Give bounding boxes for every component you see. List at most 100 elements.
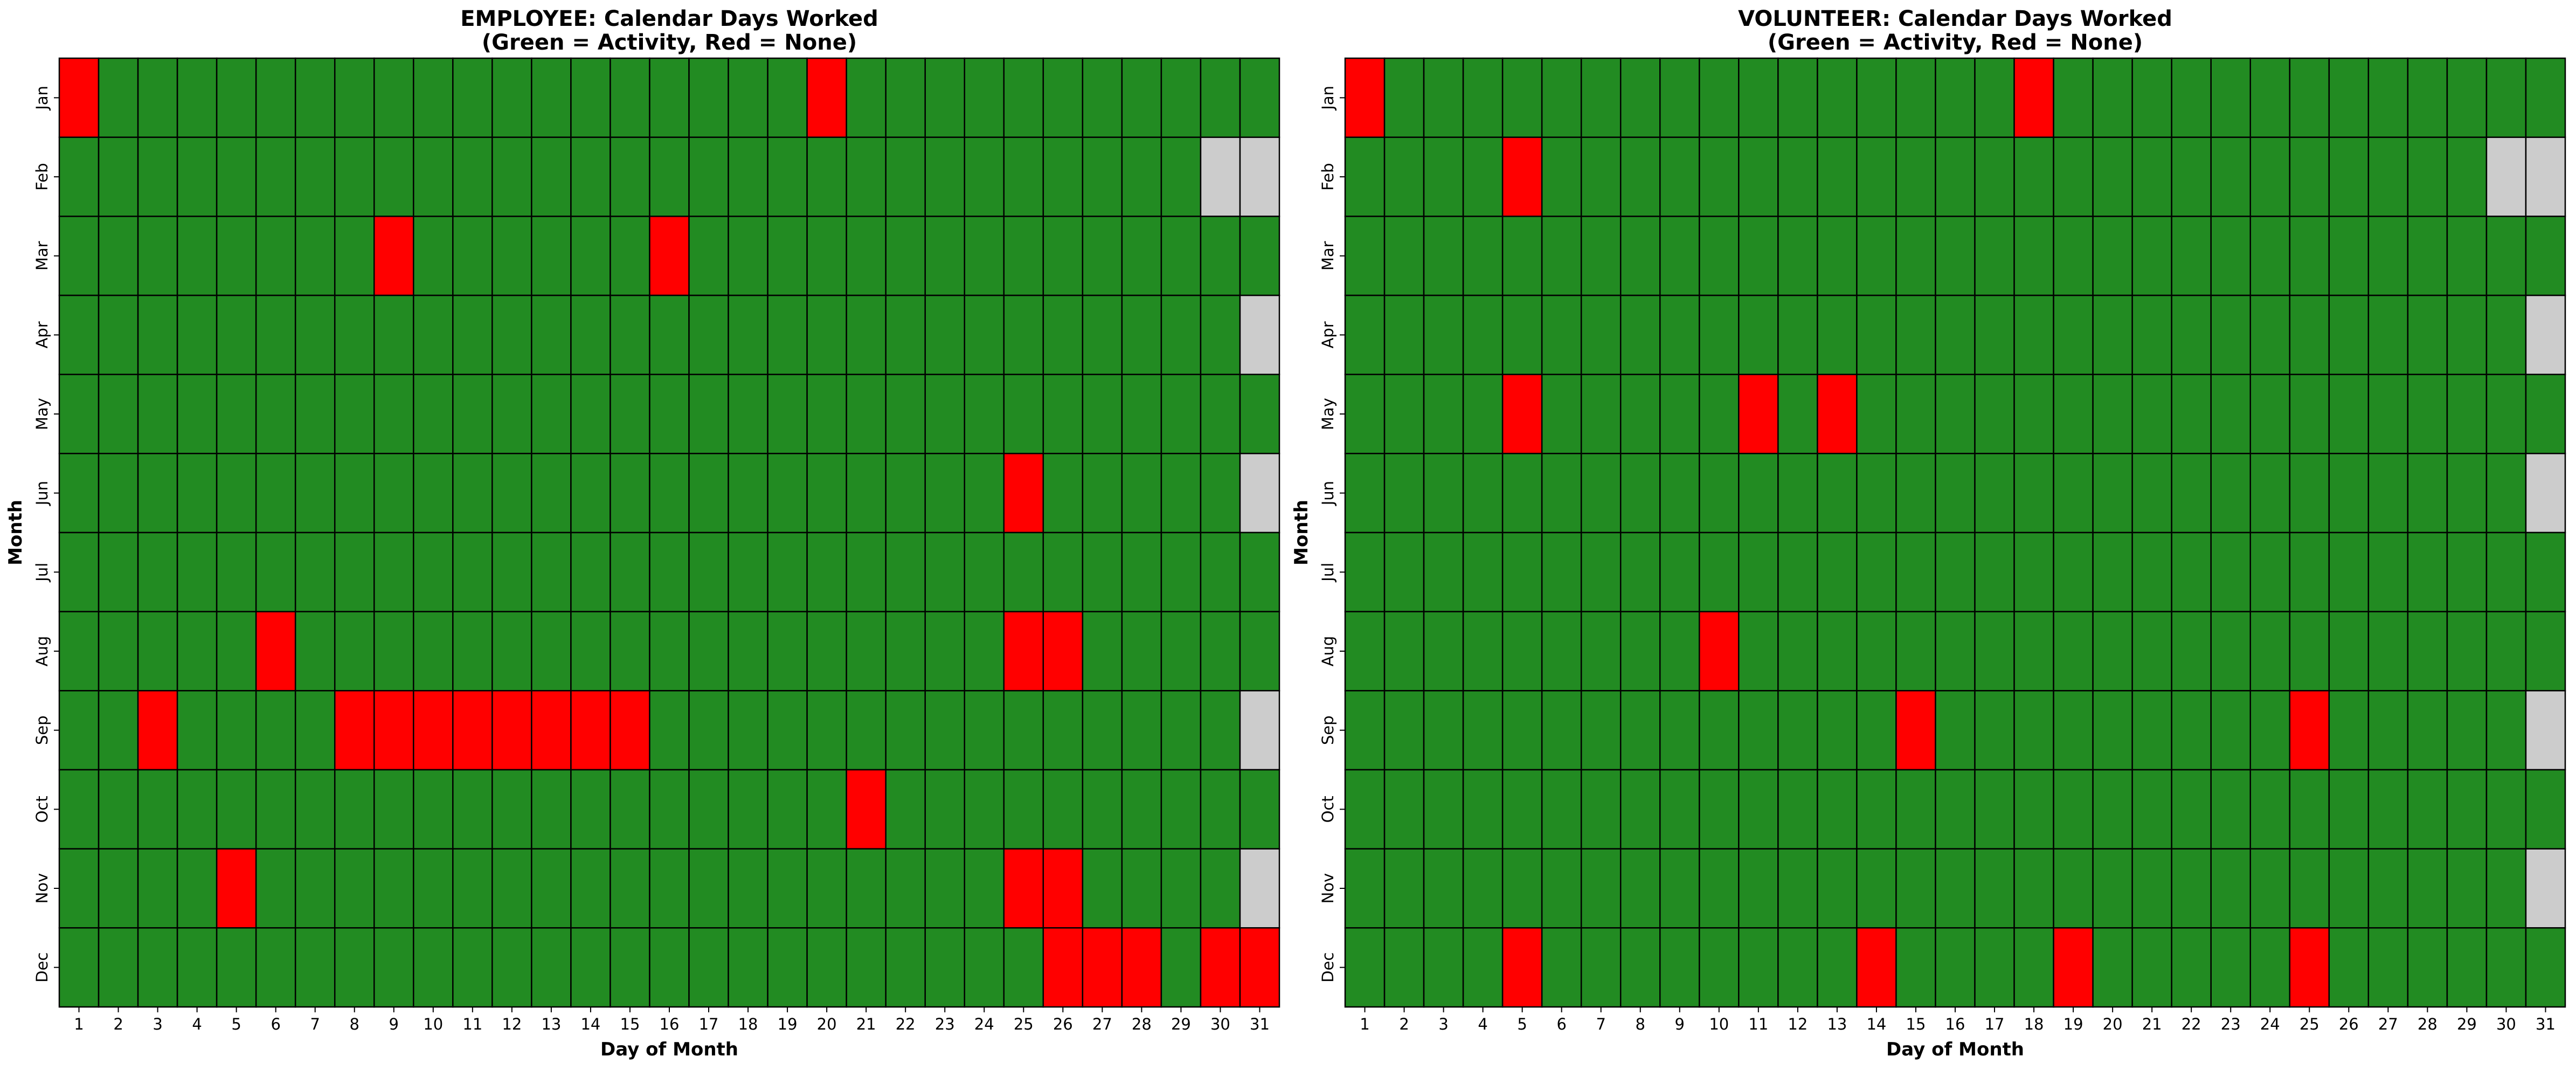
heatmap-cell (1042, 769, 1084, 850)
heatmap-cell (728, 611, 768, 692)
heatmap-cell (1200, 769, 1241, 850)
heatmap-cell (806, 57, 847, 138)
x-axis-label: Day of Month (600, 1039, 738, 1060)
heatmap-cell (531, 453, 572, 534)
heatmap-cell (216, 611, 257, 692)
x-tick-label: 30 (2496, 1015, 2516, 1033)
heatmap-cell (924, 611, 965, 692)
heatmap-cell (452, 453, 493, 534)
heatmap-cell (2171, 294, 2212, 375)
heatmap-cell (2367, 848, 2409, 929)
heatmap-cell (1541, 769, 1582, 850)
heatmap-cell (531, 57, 572, 138)
heatmap-cell (1121, 57, 1162, 138)
heatmap-cell (1462, 57, 1504, 138)
heatmap-cell (2289, 453, 2330, 534)
heatmap-cell (216, 848, 257, 929)
heatmap-cell (2446, 453, 2488, 534)
heatmap-cell (1121, 294, 1162, 375)
heatmap-cell (767, 294, 808, 375)
y-axis-label: Month (1291, 500, 1312, 565)
heatmap-cell (1462, 453, 1504, 534)
heatmap-cell (2092, 927, 2133, 1008)
heatmap-cell (176, 216, 218, 296)
heatmap-cell (491, 57, 532, 138)
heatmap-cell (1541, 216, 1582, 296)
heatmap-cell (2053, 611, 2094, 692)
x-tick-label: 31 (1250, 1015, 1270, 1033)
heatmap-cell (491, 294, 532, 375)
heatmap-cell (846, 611, 887, 692)
heatmap-cell (2131, 769, 2172, 850)
heatmap-cell (1974, 611, 2015, 692)
heatmap-cell (1423, 57, 1464, 138)
heatmap-cell (2249, 453, 2291, 534)
heatmap-cell (452, 848, 493, 929)
heatmap-cell (2171, 927, 2212, 1008)
heatmap-cell (1659, 216, 1700, 296)
heatmap-cell (1121, 374, 1162, 454)
heatmap-cell (1003, 136, 1044, 217)
heatmap-cell (1659, 848, 1700, 929)
heatmap-cell (1777, 531, 1818, 612)
heatmap-cell (610, 294, 650, 375)
heatmap-cell (728, 769, 768, 850)
heatmap-cell (2013, 769, 2054, 850)
heatmap-cell (1344, 374, 1386, 454)
heatmap-cell (649, 374, 690, 454)
heatmap-cell (1003, 453, 1044, 534)
x-tick-label: 11 (462, 1015, 482, 1033)
heatmap-cell (2289, 848, 2330, 929)
heatmap-cell (1200, 136, 1241, 217)
x-tick-label: 12 (502, 1015, 522, 1033)
heatmap-cell (1423, 611, 1464, 692)
heatmap-cell (1082, 848, 1123, 929)
heatmap-cell (137, 294, 178, 375)
heatmap-cell (570, 374, 611, 454)
heatmap-cell (452, 531, 493, 612)
heatmap-cell (610, 848, 650, 929)
heatmap-cell (610, 136, 650, 217)
x-tick-label: 27 (2378, 1015, 2398, 1033)
heatmap-cell (1423, 690, 1464, 771)
heatmap-cell (2210, 57, 2251, 138)
heatmap-cell (413, 690, 454, 771)
heatmap-cell (2249, 136, 2291, 217)
heatmap-cell (2171, 531, 2212, 612)
heatmap-cell (2171, 453, 2212, 534)
heatmap-cell (1580, 690, 1622, 771)
heatmap-cell (2407, 57, 2448, 138)
x-tick-label: 1 (1360, 1015, 1369, 1033)
heatmap-cell (1856, 848, 1897, 929)
heatmap-cell (2131, 927, 2172, 1008)
heatmap-cell (610, 690, 650, 771)
heatmap-cell (2446, 927, 2488, 1008)
heatmap-cell (1817, 374, 1858, 454)
heatmap-cell (2407, 690, 2448, 771)
heatmap-cell (570, 294, 611, 375)
heatmap-cell (2131, 294, 2172, 375)
heatmap-cell (2053, 294, 2094, 375)
y-tick-label: Dec (33, 952, 51, 983)
heatmap-cell (846, 769, 887, 850)
x-tick-label: 9 (1675, 1015, 1685, 1033)
heatmap-cell (137, 216, 178, 296)
x-tick-label: 12 (1788, 1015, 1808, 1033)
heatmap-cell (531, 611, 572, 692)
heatmap-cell (2131, 57, 2172, 138)
heatmap-cell (1817, 927, 1858, 1008)
x-tick-label: 24 (974, 1015, 994, 1033)
heatmap-cell (294, 453, 336, 534)
heatmap-cell (1423, 848, 1464, 929)
heatmap-cell (964, 848, 1005, 929)
heatmap-cell (294, 136, 336, 217)
x-tick-label: 3 (1438, 1015, 1448, 1033)
heatmap-cell (964, 531, 1005, 612)
heatmap-cell (2131, 848, 2172, 929)
heatmap-cell (334, 611, 375, 692)
heatmap-cell (1383, 374, 1425, 454)
heatmap-cell (610, 927, 650, 1008)
x-tick-label: 14 (1866, 1015, 1886, 1033)
heatmap-cell (806, 531, 847, 612)
heatmap-cell (2485, 611, 2527, 692)
